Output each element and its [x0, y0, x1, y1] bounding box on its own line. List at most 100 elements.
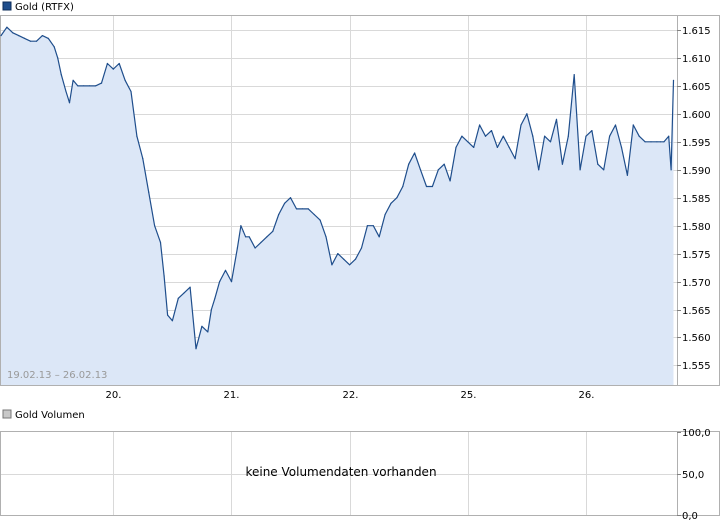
price-point: [419, 169, 422, 171]
price-point: [167, 314, 169, 316]
price-point: [219, 281, 221, 283]
volume-grid: [1, 432, 677, 515]
volume-y-axis: 100,0 50,0 0,0: [677, 428, 711, 522]
price-point: [245, 236, 247, 238]
y-tick-label: 1.575: [682, 250, 711, 261]
y-tick-label: 1.600: [682, 110, 711, 121]
price-point: [573, 74, 575, 76]
price-point: [337, 253, 339, 255]
price-point: [378, 236, 380, 238]
price-point: [461, 135, 463, 137]
price-point: [6, 26, 8, 28]
price-point: [325, 236, 327, 238]
y-tick-label: 1.615: [682, 26, 711, 37]
price-point: [72, 79, 74, 81]
price-point: [354, 258, 357, 260]
date-range-label: 19.02.13 – 26.02.13: [7, 370, 107, 381]
price-point: [214, 297, 216, 299]
y-tick-label: 1.590: [682, 166, 711, 177]
price-point: [100, 82, 103, 84]
volume-y-tick-label: 0,0: [682, 511, 698, 522]
price-point: [520, 124, 522, 126]
price-point: [603, 169, 605, 171]
volume-y-tick-label: 100,0: [682, 428, 711, 439]
price-point: [35, 40, 38, 42]
price-point: [154, 225, 156, 227]
price-point: [425, 185, 428, 188]
price-point: [89, 85, 91, 87]
price-point: [266, 236, 268, 238]
price-point: [372, 225, 374, 227]
price-point: [272, 230, 274, 232]
price-point: [614, 124, 617, 126]
price-y-axis: 1.555 1.560 1.565 1.570 1.575 1.580 1.585 1.590…: [677, 26, 711, 372]
volume-legend-label: Gold Volumen: [15, 410, 85, 421]
price-point: [242, 230, 244, 232]
price-point: [83, 85, 85, 87]
price-point: [484, 135, 487, 137]
price-point: [431, 185, 433, 188]
price-point: [94, 85, 97, 87]
price-point: [301, 208, 303, 210]
price-point: [360, 247, 363, 249]
price-point: [210, 308, 212, 311]
price-point: [112, 68, 114, 70]
price-point: [118, 62, 120, 65]
price-point: [260, 241, 262, 243]
x-tick-label: 21.: [224, 390, 240, 401]
y-tick-label: 1.610: [682, 54, 711, 65]
price-point: [207, 331, 209, 333]
price-point: [343, 258, 345, 260]
price-point: [236, 247, 238, 249]
price-point: [278, 213, 280, 216]
price-point: [240, 225, 242, 227]
y-tick-label: 1.605: [682, 82, 711, 93]
price-x-axis: 20. 21. 22. 25. 26.: [106, 390, 595, 401]
price-legend-swatch: [2, 1, 12, 11]
price-point: [473, 146, 475, 148]
price-point: [307, 208, 309, 210]
price-point: [390, 202, 392, 204]
price-point: [609, 135, 611, 137]
price-point: [130, 90, 132, 93]
volume-axis-frame: [677, 431, 720, 516]
price-point: [668, 135, 670, 137]
price-point: [626, 174, 629, 176]
y-tick-label: 1.555: [682, 361, 711, 372]
price-point: [77, 85, 79, 87]
price-point: [29, 40, 32, 42]
price-point: [538, 169, 540, 171]
price-point: [555, 118, 558, 120]
price-point: [591, 130, 593, 132]
price-point: [455, 146, 457, 148]
price-point: [544, 135, 546, 137]
price-point: [620, 146, 623, 148]
price-point: [295, 208, 298, 210]
price-point: [142, 158, 144, 160]
price-point: [201, 325, 203, 327]
price-point: [672, 79, 675, 81]
price-point: [159, 241, 162, 243]
price-legend-label: Gold (RTFX): [15, 2, 74, 13]
price-point: [53, 46, 55, 48]
price-point: [0, 35, 2, 37]
price-point: [183, 292, 185, 294]
y-tick-label: 1.565: [682, 306, 711, 317]
price-point: [508, 146, 510, 148]
price-point: [437, 169, 439, 171]
price-point: [396, 197, 398, 199]
price-point: [57, 57, 59, 59]
volume-legend-swatch: [2, 409, 12, 419]
y-tick-label: 1.580: [682, 222, 711, 233]
price-point: [177, 297, 179, 299]
price-point: [650, 141, 652, 143]
y-tick-label: 1.585: [682, 194, 711, 205]
price-point: [644, 141, 646, 143]
y-tick-label: 1.560: [682, 333, 711, 344]
price-point: [124, 79, 126, 81]
price-point: [313, 213, 315, 216]
price-point: [24, 37, 26, 40]
price-point: [366, 225, 368, 227]
price-point: [526, 113, 528, 115]
price-point: [171, 320, 173, 322]
